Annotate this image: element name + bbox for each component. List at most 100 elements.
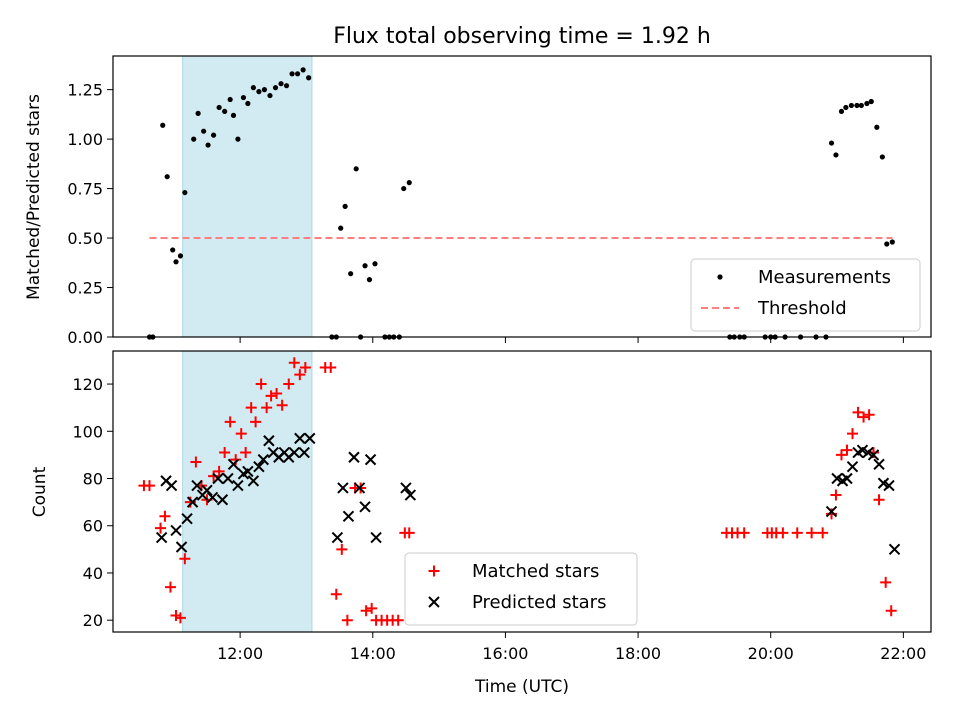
- bottom-panel-predicted-stars-point: [883, 479, 895, 492]
- top-panel-measurements-point: [222, 108, 228, 115]
- bottom-panel-predicted-stars-point: [304, 432, 316, 445]
- legend-swatch-measurements: [717, 274, 723, 280]
- top-panel-measurements-point: [848, 102, 855, 109]
- bottom-panel-matched-stars-point: [224, 416, 236, 428]
- top-panel-measurements-point: [854, 102, 860, 109]
- bottom-panel-matched-stars-point: [265, 390, 277, 402]
- x-tick-label: 16:00: [482, 644, 528, 663]
- legend-swatch-predicted-stars: [428, 596, 440, 608]
- top-panel-measurements-point: [833, 152, 839, 158]
- bottom-panel-matched-stars-point: [847, 428, 859, 440]
- bottom-panel-predicted-stars-point: [359, 501, 371, 513]
- top-panel-measurements-point: [362, 263, 368, 269]
- chart-title: Flux total observing time = 1.92 h: [333, 24, 711, 49]
- top-panel-measurements-point: [182, 189, 188, 196]
- x-tick-label: 20:00: [748, 644, 794, 663]
- top-panel-measurements-point: [884, 241, 890, 247]
- bottom-panel-predicted-stars-point: [186, 496, 199, 508]
- top-panel-measurements-point: [295, 71, 301, 77]
- top-panel-measurements-point: [348, 271, 354, 277]
- top-panel-measurements-point: [245, 100, 251, 107]
- bottom-panel-predicted-stars-point: [170, 524, 182, 537]
- bottom-panel-matched-stars-point: [276, 399, 288, 411]
- bottom-panel-predicted-stars-point: [155, 531, 168, 544]
- bottom-panel-predicted-stars-point: [191, 479, 203, 492]
- top-panel-measurements-point: [838, 108, 845, 115]
- top-panel-measurements-point: [879, 154, 885, 160]
- top-panel-y-label: Matched/Predicted stars: [24, 94, 44, 300]
- bottom-panel-predicted-stars-point: [212, 472, 224, 485]
- bottom-panel-matched-stars-point: [806, 527, 818, 539]
- bottom-panel-matched-stars-point: [330, 588, 342, 600]
- bottom-panel-legend: Matched stars Predicted stars: [404, 552, 638, 626]
- bottom-panel-predicted-stars-point: [175, 541, 188, 553]
- top-panel-measurements-point: [201, 128, 207, 134]
- top-panel-measurements-point: [272, 85, 279, 91]
- bottom-panel-y-tick-label: 120: [72, 375, 103, 394]
- bottom-panel-matched-stars-point: [777, 527, 789, 539]
- top-panel-measurements-point: [240, 94, 247, 101]
- x-tick-label: 14:00: [350, 644, 396, 663]
- bottom-panel-predicted-stars-point: [181, 512, 193, 525]
- bottom-panel-predicted-stars-point: [400, 482, 412, 494]
- bottom-panel-matched-stars-point: [245, 402, 257, 414]
- bottom-panel-predicted-stars-point: [364, 453, 377, 466]
- bottom-panel-matched-stars-point: [143, 480, 155, 492]
- top-panel-measurements-point: [170, 247, 176, 253]
- top-panel-legend: Measurements Threshold: [690, 258, 921, 332]
- bottom-panel-y-tick-label: 60: [83, 517, 103, 536]
- bottom-panel-matched-stars-point: [213, 465, 225, 477]
- top-panel-legend-box: [690, 258, 921, 332]
- top-panel-measurements-point: [191, 136, 197, 142]
- top-panel-y-tick-label: 0.00: [67, 328, 103, 347]
- top-panel-measurements-point: [278, 81, 284, 87]
- bottom-panel-matched-stars-point: [738, 527, 750, 539]
- top-panel-measurements-point: [828, 140, 835, 146]
- top-panel-measurements-point: [353, 166, 359, 172]
- bottom-panel-predicted-stars-point: [867, 449, 880, 461]
- bottom-panel-matched-stars-point: [392, 614, 404, 626]
- bottom-panel-matched-stars-point: [830, 489, 842, 501]
- bottom-panel-matched-stars-point: [880, 576, 892, 588]
- bottom-panel-predicted-stars-point: [841, 472, 853, 485]
- top-panel-measurements-point: [261, 87, 268, 93]
- bottom-panel-matched-stars-point: [271, 388, 283, 400]
- bottom-panel-y-tick-label: 100: [72, 422, 103, 441]
- bottom-panel-predicted-stars-point: [873, 458, 885, 471]
- bottom-panel-matched-stars-point: [841, 444, 853, 456]
- bottom-panel-matched-stars-point: [868, 447, 880, 459]
- legend-label-threshold: Threshold: [757, 298, 847, 319]
- bottom-panel-matched-stars-point: [873, 494, 885, 506]
- bottom-panel-predicted-stars-point: [370, 531, 382, 544]
- bottom-panel-matched-stars-point: [826, 508, 838, 520]
- top-panel-measurements-point: [864, 100, 870, 107]
- top-panel-measurements-point: [406, 180, 412, 186]
- top-panel-y-tick-label: 0.25: [67, 279, 103, 298]
- top-panel-frame: [112, 55, 932, 338]
- bottom-panel-matched-stars-point: [863, 409, 875, 421]
- bottom-panel-predicted-stars-point: [206, 491, 219, 504]
- bottom-panel-predicted-stars-point: [222, 472, 234, 485]
- bottom-panel-matched-stars-point: [159, 510, 171, 522]
- bottom-panel-predicted-stars-point: [298, 446, 310, 459]
- top-panel-measurements-point: [256, 89, 262, 95]
- bottom-panel-predicted-stars-point: [353, 482, 366, 494]
- top-panel-measurements-point: [195, 110, 201, 116]
- bottom-panel-matched-stars-point: [261, 402, 273, 414]
- top-panel-measurements-point: [227, 96, 233, 103]
- bottom-panel-y-label: Count: [30, 466, 50, 517]
- bottom-panel-matched-stars-point: [336, 543, 348, 555]
- bottom-panel-matched-stars-point: [184, 496, 196, 508]
- x-tick-label: 22:00: [880, 644, 926, 663]
- bottom-panel-matched-stars-point: [219, 447, 231, 459]
- bottom-panel-predicted-stars-point: [337, 482, 349, 494]
- bottom-panel-shaded-interval: [182, 350, 313, 633]
- top-panel-measurements-point: [366, 277, 373, 283]
- bottom-panel-matched-stars-point: [240, 447, 252, 459]
- top-panel-measurements-point: [164, 174, 170, 180]
- legend-label-matched-stars: Matched stars: [472, 561, 599, 582]
- bottom-panel-predicted-stars-point: [242, 465, 254, 478]
- bottom-panel-predicted-stars-point: [165, 479, 178, 492]
- bottom-panel-matched-stars-point: [288, 357, 300, 369]
